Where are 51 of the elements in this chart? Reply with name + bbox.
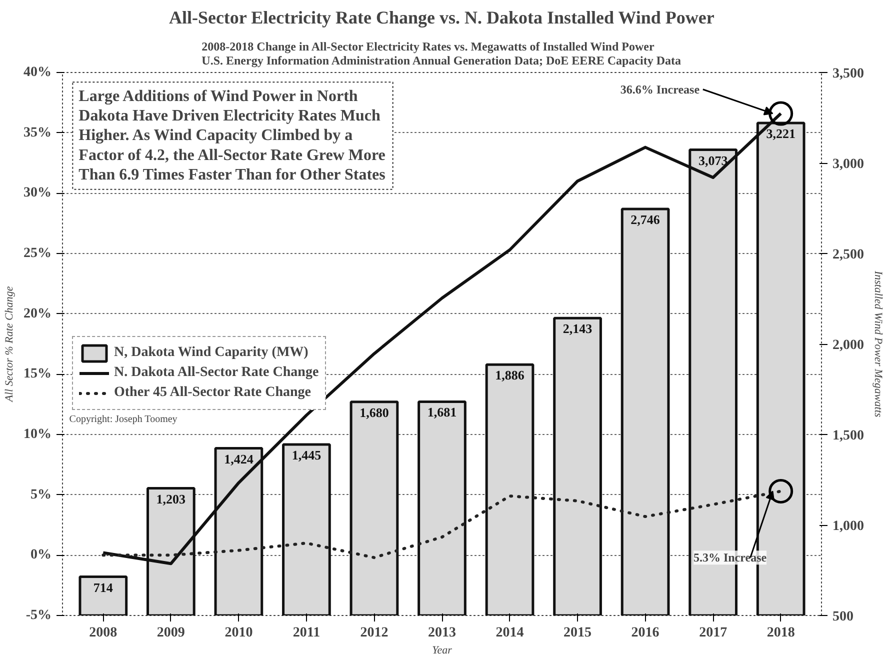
- data-label: 1,886: [495, 368, 525, 383]
- y2-axis-title: Installed Wind Power Megawatts: [872, 270, 884, 418]
- chart-title: All-Sector Electricity Rate Change vs. N. Dakota Installed Wind Power: [168, 8, 714, 28]
- x-tick-label: 2016: [631, 626, 660, 640]
- y2-tick-label: 3,500: [832, 66, 864, 82]
- y-tick-label: -5%: [26, 608, 52, 623]
- x-tick-label: 2017: [699, 626, 728, 640]
- x-tick-label: 2010: [224, 626, 253, 640]
- y2-tick-label: 1,000: [832, 519, 864, 534]
- y-tick-label: 5%: [30, 487, 52, 502]
- legend-label: N, Dakota Wind Caparity (MW): [114, 345, 308, 361]
- x-tick-label: 2008: [89, 626, 118, 640]
- y-tick-label: 20%: [24, 306, 52, 322]
- y-tick-label: 35%: [24, 125, 52, 140]
- chart-subtitle: 2008-2018 Change in All-Sector Electricity Rates vs. Megawatts of Installed Wind Power U.S. Energy Information Administration Annual Generation Data; DoE EERE Capacity Data: [202, 40, 682, 68]
- annotation: 5.3% Increase: [693, 550, 768, 565]
- y2-tick-label: 500: [832, 610, 854, 624]
- y2-tick-label: 3,000: [832, 157, 864, 172]
- x-tick-label: 2015: [564, 626, 592, 640]
- data-label: 1,681: [427, 404, 457, 420]
- data-label: 1,680: [360, 404, 389, 420]
- annotation: 36.6% Increase: [620, 82, 700, 96]
- annotation: Large Additions of Wind Power in North Dakota Have Driven Electricity Rates Much Higher. As Wind Capacity Climbed by a Factor of 4.2, the All-Sector Rate Grew More Than 6.9 Times Faster Than for Other States: [78, 88, 386, 184]
- x-tick-label: 2013: [428, 626, 456, 640]
- data-label: 3,221: [766, 126, 796, 141]
- y2-tick-label: 2,000: [832, 338, 864, 353]
- y-tick-label: 10%: [24, 427, 52, 442]
- y2-tick-label: 1,500: [832, 428, 864, 444]
- annotation: Copyright: Joseph Toomey: [69, 414, 178, 425]
- legend-label: Other 45 All-Sector Rate Change: [114, 385, 312, 401]
- y-axis-title: All Sector % Rate Change: [4, 286, 16, 403]
- y-tick-label: 0%: [30, 548, 52, 563]
- data-label: 3,073: [698, 152, 728, 168]
- x-tick-label: 2014: [496, 626, 524, 640]
- y-tick-label: 25%: [24, 246, 52, 261]
- x-tick-label: 2011: [292, 626, 320, 640]
- legend-label: N. Dakota All-Sector Rate Change: [114, 365, 319, 381]
- y-tick-label: 15%: [24, 366, 52, 382]
- data-label: 2,746: [630, 212, 660, 227]
- data-label: 714: [93, 580, 114, 595]
- data-label: 2,143: [562, 321, 593, 336]
- y-tick-label: 30%: [24, 186, 52, 201]
- data-label: 1,203: [156, 491, 186, 506]
- data-label: 1,445: [292, 447, 322, 462]
- x-axis-title: Year: [432, 644, 453, 656]
- y2-tick-label: 2,500: [832, 248, 864, 262]
- data-label: 1,424: [224, 451, 254, 466]
- x-tick-label: 2009: [156, 626, 185, 640]
- x-tick-label: 2018: [766, 626, 795, 640]
- y-tick-label: 40%: [24, 65, 52, 80]
- x-tick-label: 2012: [360, 626, 388, 640]
